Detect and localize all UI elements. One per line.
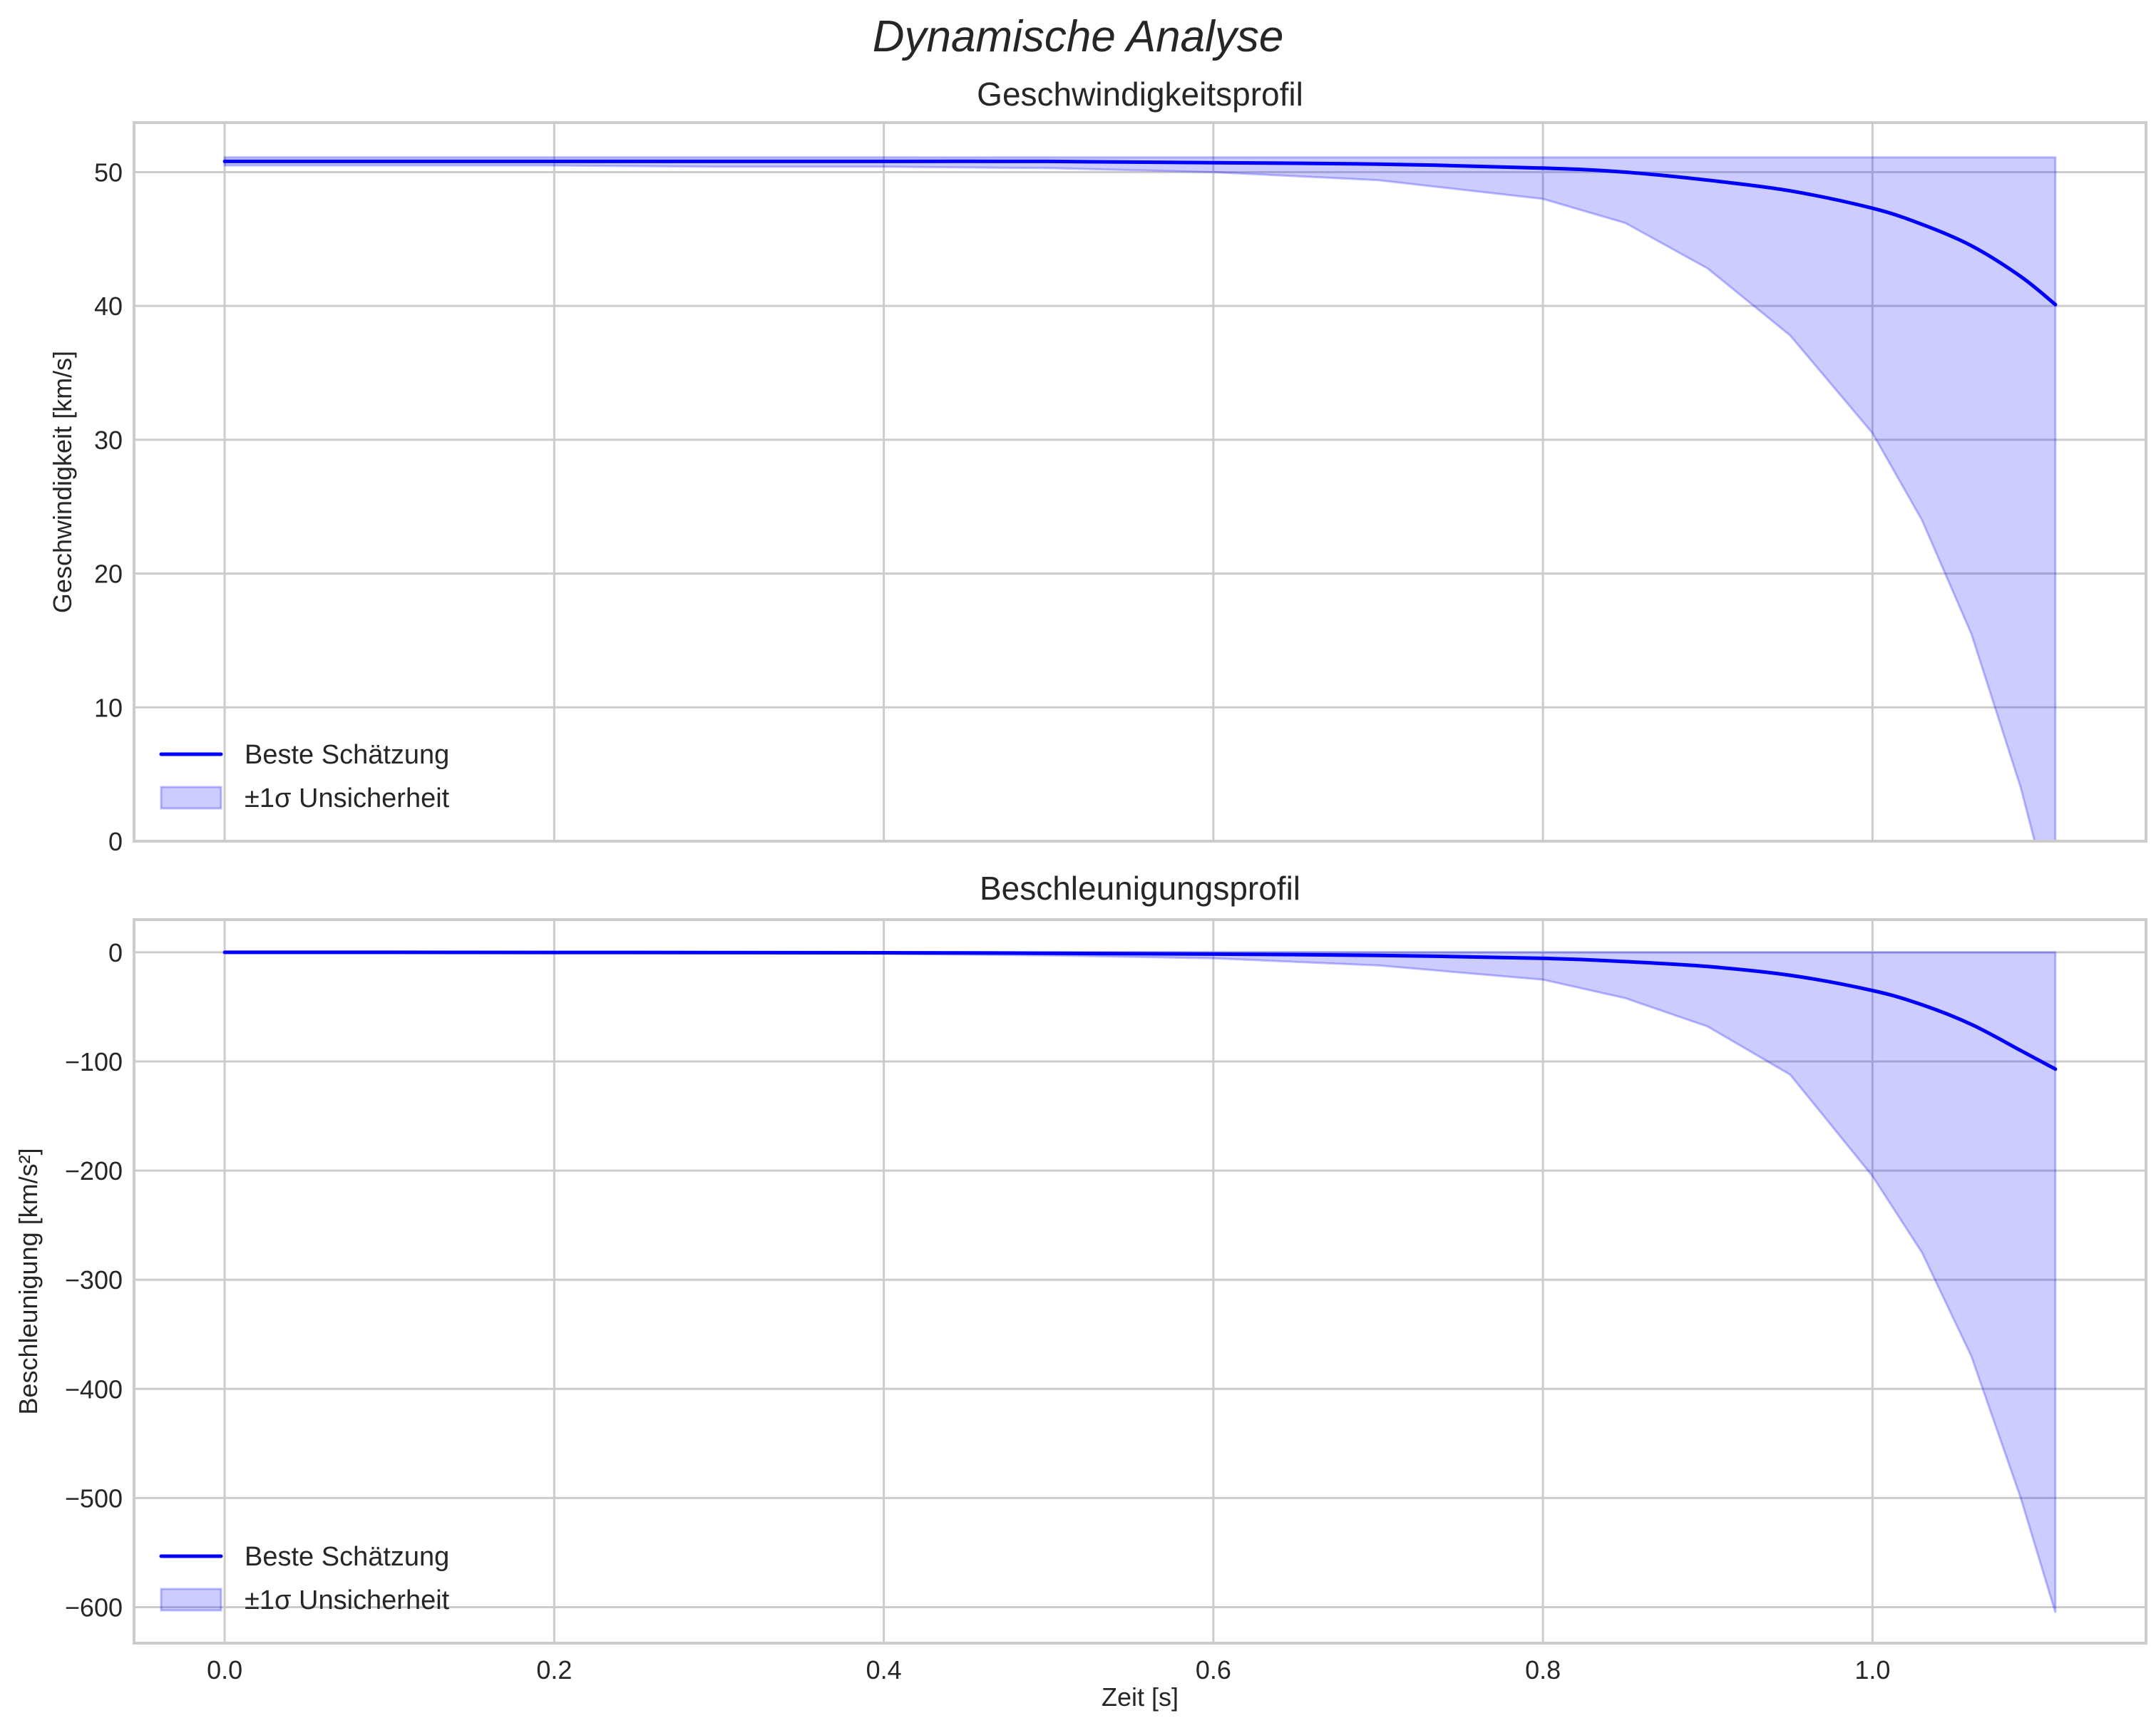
axes-frame — [133, 918, 2147, 1645]
x-tick-label: 0.6 — [1196, 1655, 1231, 1685]
x-tick-label: 1.0 — [1854, 1655, 1890, 1685]
legend-label: Beste Schätzung — [245, 1542, 449, 1572]
y-axis-label: Geschwindigkeit [km/s] — [48, 351, 77, 613]
y-tick-label: −500 — [65, 1483, 123, 1513]
panel-title: Beschleunigungsprofil — [980, 870, 1300, 907]
y-tick-label: 0 — [108, 827, 123, 856]
y-tick-label: 20 — [94, 560, 123, 589]
x-tick-label: 0.8 — [1525, 1655, 1561, 1685]
x-tick-label: 0.2 — [536, 1655, 572, 1685]
y-tick-label: −200 — [65, 1156, 123, 1186]
uncertainty-band — [223, 156, 2057, 841]
y-tick-label: −600 — [65, 1593, 123, 1622]
x-tick-label: 0.0 — [207, 1655, 242, 1685]
legend-label: Beste Schätzung — [245, 740, 449, 770]
best-estimate-line — [222, 159, 2058, 307]
axes-frame — [133, 121, 2147, 843]
y-tick-label: −100 — [65, 1047, 123, 1076]
figure-title: Dynamische Analyse — [873, 12, 1284, 61]
legend: Beste Schätzung ±1σ Unsicherheit — [159, 1542, 450, 1615]
y-tick-label: 30 — [94, 426, 123, 455]
x-axis-label: Zeit [s] — [1102, 1682, 1179, 1712]
x-tick-label: 0.4 — [866, 1655, 902, 1685]
y-tick-label: −300 — [65, 1265, 123, 1295]
acceleration-panel: 0 −100 −200 −300 −400 −500 −600 0.0 0.2 0.4 0.6 0.8… — [14, 870, 2147, 1685]
velocity-panel: 0 10 20 30 40 50 Geschwindigkeitsprofil Geschwi… — [48, 76, 2147, 856]
y-axis-label: Beschleunigung [km/s²] — [14, 1148, 43, 1414]
legend: Beste Schätzung ±1σ Unsicherheit — [159, 740, 450, 813]
uncertainty-band — [225, 951, 2057, 1613]
legend-band-swatch — [160, 1588, 222, 1612]
legend-label: ±1σ Unsicherheit — [245, 783, 450, 813]
legend-band-swatch — [160, 786, 222, 810]
y-tick-label: 10 — [94, 693, 123, 722]
y-tick-label: 40 — [94, 292, 123, 321]
y-tick-label: −400 — [65, 1374, 123, 1404]
y-tick-label: 50 — [94, 158, 123, 187]
legend-label: ±1σ Unsicherheit — [245, 1585, 450, 1615]
y-tick-label: 0 — [108, 938, 123, 967]
best-estimate-line — [222, 950, 2058, 1071]
panel-title: Geschwindigkeitsprofil — [977, 76, 1303, 113]
